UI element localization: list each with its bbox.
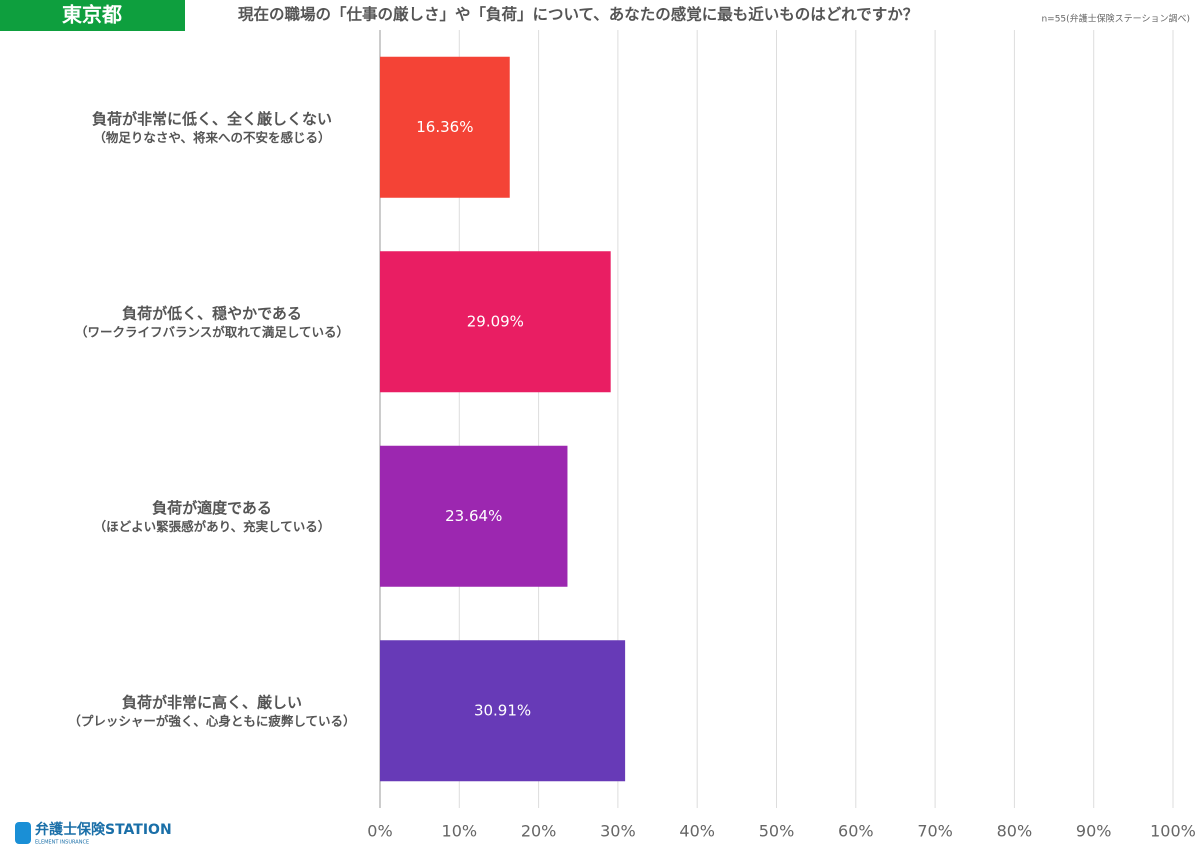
x-tick-label: 70% xyxy=(917,822,953,841)
category-note: （ワークライフバランスが取れて満足している） xyxy=(75,324,349,339)
logo-sub: ELEMENT INSURANCE xyxy=(35,840,89,846)
x-tick-label: 30% xyxy=(600,822,636,841)
category-label: 負荷が非常に高く、厳しい xyxy=(122,693,302,711)
x-tick-label: 20% xyxy=(521,822,557,841)
note: n=55(弁護士保険ステーション調べ) xyxy=(1041,13,1190,25)
x-tick-label: 40% xyxy=(679,822,715,841)
category-label: 負荷が非常に低く、全く厳しくない xyxy=(92,110,332,128)
logo: 弁護士保険STATION xyxy=(35,821,172,838)
x-tick-label: 60% xyxy=(838,822,874,841)
badge: 東京都 xyxy=(62,3,122,27)
x-tick-label: 80% xyxy=(997,822,1033,841)
category-label: 負荷が適度である xyxy=(152,499,272,517)
x-tick-label: 100% xyxy=(1150,822,1196,841)
value-label: 29.09% xyxy=(467,312,524,330)
x-tick-label: 50% xyxy=(759,822,795,841)
category-note: （物足りなさや、将来への不安を感じる） xyxy=(93,130,330,145)
bar xyxy=(380,56,510,198)
value-label: 23.64% xyxy=(445,507,502,525)
badge-bg xyxy=(0,0,185,31)
value-label: 16.36% xyxy=(416,118,473,136)
x-tick-label: 90% xyxy=(1076,822,1112,841)
bar xyxy=(380,251,611,393)
category-label: 負荷が低く、穏やかである xyxy=(122,304,302,322)
value-label: 30.91% xyxy=(474,701,531,719)
category-note: （プレッシャーが強く、心身ともに疲弊している） xyxy=(68,713,355,728)
logo-icon xyxy=(15,822,31,844)
category-note: （ほどよい緊張感があり、充実している） xyxy=(94,519,331,534)
x-tick-label: 10% xyxy=(442,822,478,841)
bar xyxy=(380,445,568,587)
x-tick-label: 0% xyxy=(367,822,392,841)
chart-title: 現在の職場の「仕事の厳しさ」や「負荷」について、あなたの感覚に最も近いものはどれ… xyxy=(238,5,918,24)
bar xyxy=(380,640,626,782)
